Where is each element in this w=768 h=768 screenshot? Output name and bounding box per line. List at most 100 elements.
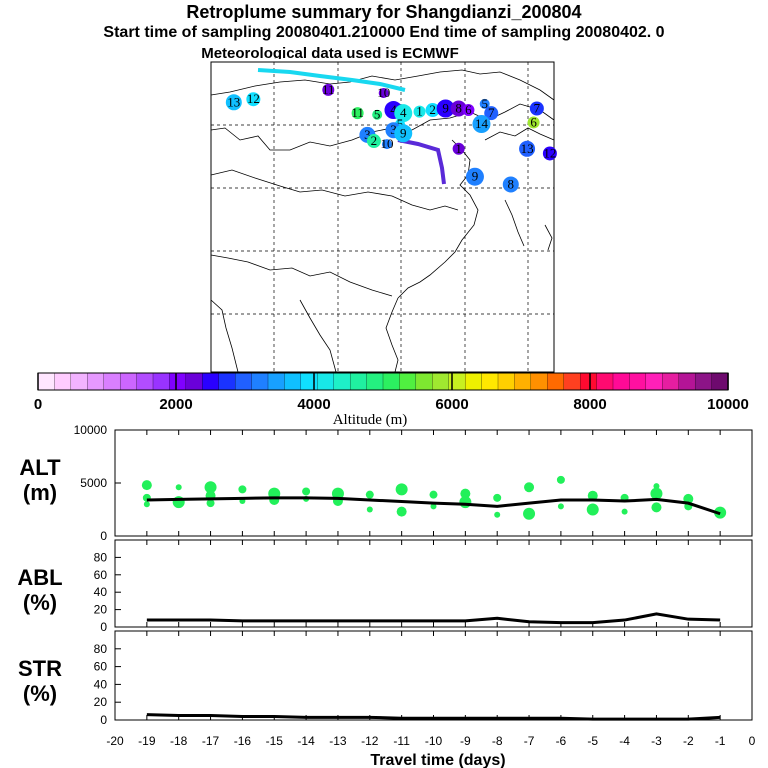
x-axis-label: Travel time (days) [370,752,505,768]
map-cluster-label: 7 [488,105,495,120]
x-tick-label: -10 [425,734,443,748]
map-cluster-label: 10 [380,136,393,151]
y-tick-label: 0 [100,529,107,543]
alt-cluster-point [557,503,564,510]
map-border [210,69,555,101]
x-tick-label: -13 [329,734,347,748]
map-border [299,299,337,373]
map-cluster-label: 2 [371,133,378,148]
alt-cluster-point [586,503,599,516]
colorbar-axis-label: Altitude (m) [333,412,408,428]
alt-cluster-point [459,496,472,509]
colorbar-tick-label: 4000 [297,396,330,413]
map-cluster-marker [472,115,491,133]
map-cluster-marker [436,99,455,118]
panel-label: (%) [23,590,57,615]
str-line [146,713,721,721]
y-tick-label: 0 [100,620,107,634]
colorbar-swatch [694,372,713,391]
map-cluster-label: 8 [508,176,515,191]
trajectory-line [397,138,446,185]
map-border [484,127,555,141]
colorbar-swatch [169,372,187,391]
colorbar-swatch [629,372,647,391]
map-cluster-marker [351,107,364,120]
map-cluster-marker [542,146,557,161]
map-cluster-label: 5 [481,96,488,111]
panel-frame [114,630,753,721]
y-tick-label: 10000 [74,423,108,437]
colorbar-swatch [185,372,203,391]
y-tick-label: 20 [94,695,108,709]
sampling-window: Start time of sampling 20080401.210000 E… [103,24,665,41]
colorbar-swatch [415,372,433,391]
map-cluster-label: 8 [455,101,462,116]
colorbar-swatch [432,372,450,391]
alt-cluster-point [206,499,215,508]
map-cluster-marker [381,139,392,150]
x-tick-label: -8 [492,734,503,748]
colorbar-swatch [251,372,269,391]
chart-title: Retroplume summary for Shangdianzi_20080… [186,2,582,22]
alt-cluster-point [365,490,374,499]
colorbar-tick-label: 10000 [707,396,749,413]
alt-cluster-point [460,488,471,499]
colorbar-swatch [267,372,286,391]
colorbar-swatch [382,372,401,391]
colorbar-swatch [70,372,88,391]
y-tick-label: 80 [94,550,108,564]
map-cluster-label: 6 [530,114,537,129]
alt-mean-line [146,496,721,516]
map-frame [210,61,555,373]
alt-cluster-point [238,485,247,494]
map-cluster-marker [246,92,261,107]
colorbar-swatch [300,372,318,391]
map-cluster-label: 12 [543,145,556,160]
alt-cluster-point [204,481,217,494]
map-cluster-marker [378,88,389,98]
map-cluster-label: 9 [442,101,449,116]
map-cluster-marker [372,109,383,120]
y-tick-label: 20 [94,603,108,617]
map-cluster-label: 2 [429,102,436,117]
colorbar-swatch [563,372,581,391]
map-cluster-label: 4 [390,102,397,117]
map-border [210,169,459,211]
map-cluster-marker [425,103,440,118]
map-cluster-marker [502,176,519,193]
colorbar-swatch [481,372,499,391]
map-cluster-label: 11 [322,82,335,97]
colorbar-swatch [596,372,614,391]
map-cluster-marker [225,94,242,111]
alt-cluster-point [587,490,598,501]
alt-cluster-point [493,493,502,502]
alt-cluster-point [143,501,150,508]
colorbar-swatch [349,372,368,391]
alt-cluster-point [302,487,311,496]
map-border [210,299,239,373]
colorbar-swatch [234,372,253,391]
y-tick-label: 60 [94,568,108,582]
x-tick-label: -20 [106,734,124,748]
map-cluster-label: 10 [377,85,390,100]
x-tick-label: -1 [715,734,726,748]
colorbar-swatch [530,372,548,391]
map-cluster-marker [394,104,413,123]
colorbar-swatch [399,372,417,391]
alt-cluster-point [395,483,408,496]
alt-cluster-point [175,484,182,491]
x-tick-label: -14 [297,734,315,748]
alt-cluster-point [396,506,407,517]
y-tick-label: 5000 [80,476,107,490]
x-tick-label: 0 [749,734,756,748]
y-tick-label: 60 [94,660,108,674]
x-tick-label: -6 [556,734,567,748]
map-cluster-marker [413,105,426,118]
map-cluster-label: 4 [400,105,407,120]
alt-cluster-point [621,508,628,515]
map-cluster-marker [462,104,475,117]
panel-label: ALT [19,455,61,480]
map-cluster-label: 5 [397,116,404,131]
panel-label: (%) [23,681,57,706]
